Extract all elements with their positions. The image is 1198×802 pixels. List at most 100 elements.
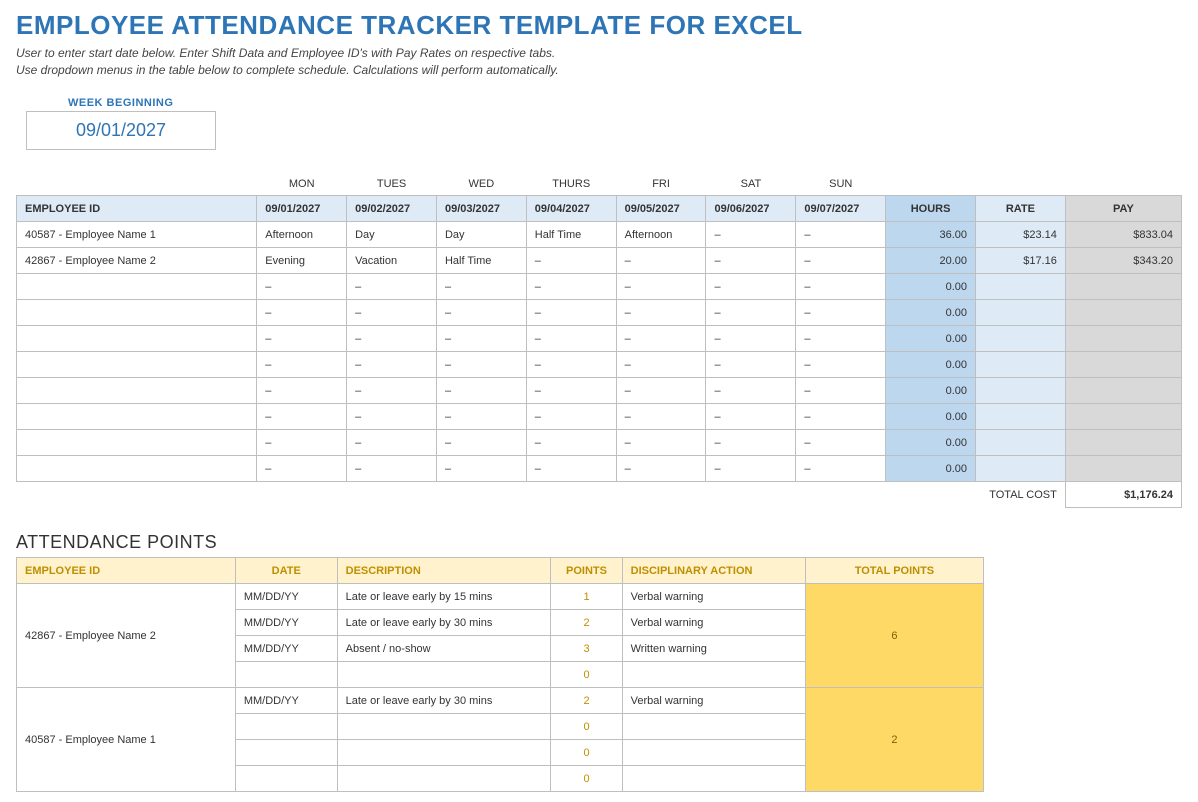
shift-cell[interactable]: – [347, 274, 437, 300]
shift-cell[interactable]: – [796, 352, 886, 378]
shift-cell[interactable]: – [436, 456, 526, 482]
shift-cell[interactable]: Day [347, 222, 437, 248]
employee-id-cell[interactable] [17, 326, 257, 352]
shift-cell[interactable]: – [796, 378, 886, 404]
shift-cell[interactable]: – [257, 430, 347, 456]
shift-cell[interactable]: – [347, 352, 437, 378]
shift-cell[interactable]: – [436, 404, 526, 430]
shift-cell[interactable]: – [257, 326, 347, 352]
shift-cell[interactable]: – [347, 300, 437, 326]
points-date-cell[interactable] [235, 740, 337, 766]
employee-id-cell[interactable] [17, 430, 257, 456]
shift-cell[interactable]: – [436, 378, 526, 404]
points-action-cell[interactable] [622, 740, 805, 766]
employee-id-cell[interactable]: 42867 - Employee Name 2 [17, 248, 257, 274]
shift-cell[interactable]: – [347, 326, 437, 352]
shift-cell[interactable]: – [616, 326, 706, 352]
shift-cell[interactable]: – [796, 404, 886, 430]
shift-cell[interactable]: – [436, 300, 526, 326]
points-action-cell[interactable]: Verbal warning [622, 688, 805, 714]
shift-cell[interactable]: Afternoon [257, 222, 347, 248]
shift-cell[interactable]: Afternoon [616, 222, 706, 248]
shift-cell[interactable]: – [616, 404, 706, 430]
shift-cell[interactable]: – [526, 274, 616, 300]
employee-id-cell[interactable] [17, 404, 257, 430]
shift-cell[interactable]: – [706, 456, 796, 482]
shift-cell[interactable]: Half Time [526, 222, 616, 248]
points-date-cell[interactable] [235, 714, 337, 740]
shift-cell[interactable]: – [526, 352, 616, 378]
shift-cell[interactable]: Day [436, 222, 526, 248]
shift-cell[interactable]: – [526, 326, 616, 352]
shift-cell[interactable]: – [616, 456, 706, 482]
shift-cell[interactable]: – [706, 378, 796, 404]
shift-cell[interactable]: – [706, 300, 796, 326]
employee-id-cell[interactable] [17, 274, 257, 300]
shift-cell[interactable]: – [436, 352, 526, 378]
employee-id-cell[interactable] [17, 378, 257, 404]
shift-cell[interactable]: – [257, 352, 347, 378]
points-action-cell[interactable] [622, 662, 805, 688]
points-employee-id-cell[interactable]: 40587 - Employee Name 1 [17, 688, 236, 792]
points-action-cell[interactable]: Verbal warning [622, 584, 805, 610]
shift-cell[interactable]: – [796, 430, 886, 456]
shift-cell[interactable]: – [526, 248, 616, 274]
shift-cell[interactable]: – [526, 378, 616, 404]
shift-cell[interactable]: – [616, 430, 706, 456]
shift-cell[interactable]: – [706, 222, 796, 248]
employee-id-cell[interactable] [17, 300, 257, 326]
shift-cell[interactable]: – [796, 326, 886, 352]
points-description-cell[interactable] [337, 662, 551, 688]
shift-cell[interactable]: – [616, 248, 706, 274]
shift-cell[interactable]: – [706, 430, 796, 456]
shift-cell[interactable]: – [616, 274, 706, 300]
employee-id-cell[interactable]: 40587 - Employee Name 1 [17, 222, 257, 248]
points-action-cell[interactable]: Verbal warning [622, 610, 805, 636]
employee-id-cell[interactable] [17, 456, 257, 482]
shift-cell[interactable]: – [706, 274, 796, 300]
shift-cell[interactable]: – [526, 430, 616, 456]
shift-cell[interactable]: – [796, 274, 886, 300]
points-date-cell[interactable] [235, 766, 337, 792]
shift-cell[interactable]: – [347, 430, 437, 456]
shift-cell[interactable]: – [436, 274, 526, 300]
shift-cell[interactable]: – [257, 456, 347, 482]
shift-cell[interactable]: – [796, 456, 886, 482]
shift-cell[interactable]: – [706, 352, 796, 378]
shift-cell[interactable]: – [257, 274, 347, 300]
points-description-cell[interactable] [337, 740, 551, 766]
points-description-cell[interactable]: Absent / no-show [337, 636, 551, 662]
shift-cell[interactable]: Vacation [347, 248, 437, 274]
shift-cell[interactable]: – [796, 222, 886, 248]
points-description-cell[interactable] [337, 766, 551, 792]
points-date-cell[interactable] [235, 662, 337, 688]
points-action-cell[interactable] [622, 766, 805, 792]
points-action-cell[interactable]: Written warning [622, 636, 805, 662]
shift-cell[interactable]: – [796, 248, 886, 274]
points-date-cell[interactable]: MM/DD/YY [235, 636, 337, 662]
points-description-cell[interactable]: Late or leave early by 30 mins [337, 610, 551, 636]
shift-cell[interactable]: – [257, 378, 347, 404]
shift-cell[interactable]: – [526, 404, 616, 430]
shift-cell[interactable]: – [436, 430, 526, 456]
points-description-cell[interactable] [337, 714, 551, 740]
shift-cell[interactable]: – [347, 404, 437, 430]
points-date-cell[interactable]: MM/DD/YY [235, 584, 337, 610]
shift-cell[interactable]: – [616, 300, 706, 326]
points-employee-id-cell[interactable]: 42867 - Employee Name 2 [17, 584, 236, 688]
shift-cell[interactable]: – [526, 456, 616, 482]
shift-cell[interactable]: – [347, 378, 437, 404]
employee-id-cell[interactable] [17, 352, 257, 378]
shift-cell[interactable]: – [706, 326, 796, 352]
shift-cell[interactable]: – [796, 300, 886, 326]
points-description-cell[interactable]: Late or leave early by 30 mins [337, 688, 551, 714]
shift-cell[interactable]: – [706, 248, 796, 274]
points-date-cell[interactable]: MM/DD/YY [235, 688, 337, 714]
shift-cell[interactable]: – [616, 378, 706, 404]
shift-cell[interactable]: – [526, 300, 616, 326]
shift-cell[interactable]: – [257, 404, 347, 430]
points-description-cell[interactable]: Late or leave early by 15 mins [337, 584, 551, 610]
shift-cell[interactable]: – [347, 456, 437, 482]
shift-cell[interactable]: – [257, 300, 347, 326]
shift-cell[interactable]: – [616, 352, 706, 378]
